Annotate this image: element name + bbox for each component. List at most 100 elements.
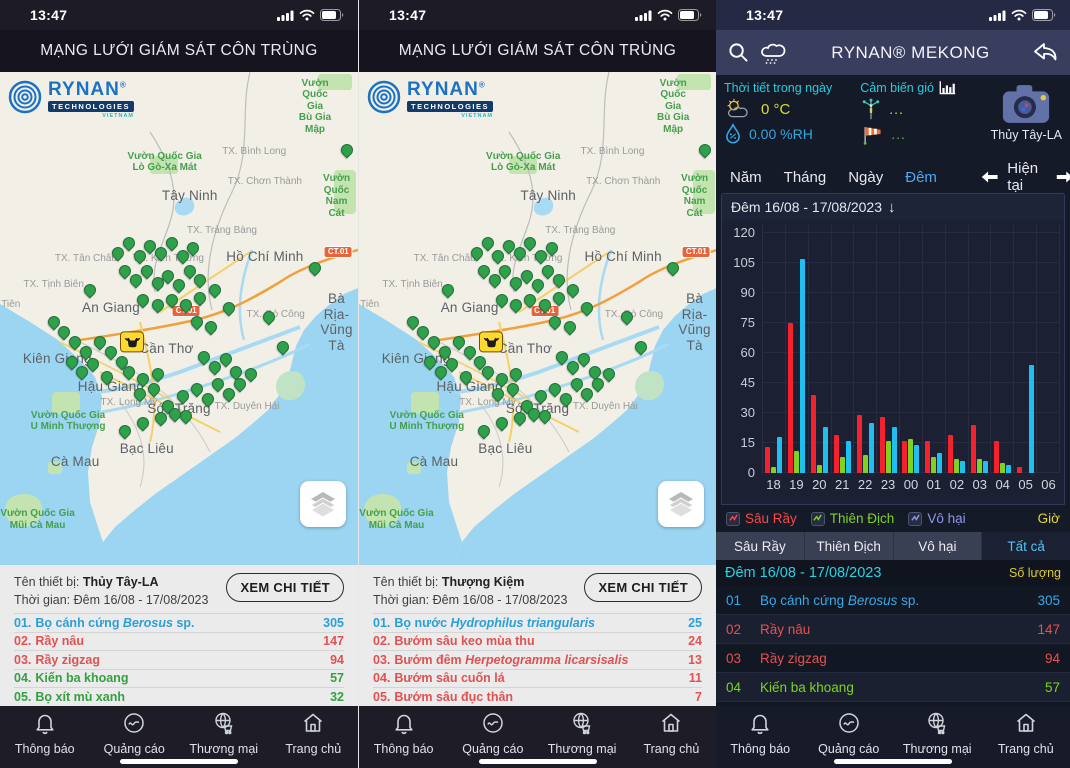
chart-bar[interactable] [1005, 465, 1011, 473]
chart-bar[interactable] [800, 259, 806, 473]
legend-checkbox-icon[interactable] [726, 511, 740, 526]
chart-bar[interactable] [983, 461, 989, 473]
nav-item-commerce[interactable]: Thương mại [179, 711, 269, 768]
wifi-icon [657, 9, 673, 21]
nav-item-ads[interactable]: Quảng cáo [805, 711, 894, 768]
next-arrow-icon[interactable] [1056, 169, 1070, 185]
chart-bar[interactable] [885, 441, 891, 473]
chart-bar[interactable] [839, 457, 845, 473]
nav-item-ads[interactable]: Quảng cáo [90, 711, 180, 768]
table-row[interactable]: 02 Rầy nâu 147 [716, 615, 1070, 644]
filter-tab[interactable]: Tất cả [982, 532, 1070, 560]
chart-bar[interactable] [954, 459, 960, 473]
chart-bar[interactable] [845, 441, 851, 473]
legend-item[interactable]: Vô hại [908, 511, 966, 526]
table-row[interactable]: 04 Kiến ba khoang 57 [716, 673, 1070, 702]
insect-map[interactable]: RYNAN® TECHNOLOGIES VIETNAM Vườn Quốc Gi… [359, 72, 716, 565]
legend-checkbox-icon[interactable] [810, 511, 825, 526]
table-row[interactable]: 05. Bọ xít mù xanh 32 [14, 687, 344, 706]
period-tab-năm[interactable]: Năm [730, 168, 762, 186]
weather-cloud-icon[interactable] [759, 41, 789, 65]
chart-bar[interactable] [856, 415, 862, 473]
filter-tab[interactable]: Vô hại [894, 532, 983, 560]
search-icon[interactable] [728, 42, 749, 63]
table-row[interactable]: 03. Bướm đêm Herpetogramma licarsisalis 13 [373, 650, 702, 669]
chart-bar[interactable] [993, 441, 999, 473]
period-tab-tháng[interactable]: Tháng [783, 168, 827, 186]
home-indicator[interactable] [478, 759, 597, 764]
nav-item-home[interactable]: Trang chủ [982, 711, 1070, 768]
chart-bar[interactable] [971, 425, 977, 473]
nav-item-ads[interactable]: Quảng cáo [448, 711, 537, 768]
chart-bar[interactable] [914, 445, 920, 473]
legend-item[interactable]: Thiên Địch [810, 511, 894, 526]
legend-checkbox-icon[interactable] [908, 511, 923, 526]
selected-device-marker[interactable] [120, 331, 145, 353]
prev-arrow-icon[interactable] [981, 169, 998, 185]
chart-bar[interactable] [931, 457, 937, 473]
nav-item-bell[interactable]: Thông báo [716, 711, 805, 768]
species-name: Bướm sâu đục thân [394, 689, 514, 704]
nav-item-commerce[interactable]: Thương mại [538, 711, 627, 768]
chart-bars-icon[interactable] [939, 81, 956, 95]
view-detail-button[interactable]: XEM CHI TIẾT [226, 573, 344, 602]
table-row[interactable]: 02. Bướm sâu keo mùa thu 24 [373, 631, 702, 651]
table-row[interactable]: 04. Kiến ba khoang 57 [14, 668, 344, 688]
back-reply-icon[interactable] [1032, 42, 1058, 64]
table-row[interactable]: 03 Rầy zigzag 94 [716, 644, 1070, 673]
view-detail-button[interactable]: XEM CHI TIẾT [584, 573, 702, 602]
map-layers-button[interactable] [658, 481, 704, 527]
filter-tab[interactable]: Sâu Rầy [716, 532, 805, 560]
chart-bar[interactable] [879, 417, 885, 473]
chart-bar[interactable] [788, 323, 794, 473]
chart-date-header[interactable]: Đêm 16/08 - 17/08/2023 ↓ [721, 193, 1065, 220]
insect-map[interactable]: RYNAN® TECHNOLOGIES VIETNAM Vườn Quốc Gi… [0, 72, 358, 565]
chart-bar[interactable] [891, 427, 897, 473]
chart-bar[interactable] [902, 441, 908, 473]
current-label[interactable]: Hiện tại [1007, 160, 1039, 194]
period-tab-đêm[interactable]: Đêm [905, 168, 937, 186]
table-row[interactable]: 04. Bướm sâu cuốn lá 11 [373, 668, 702, 688]
chart-bar[interactable] [937, 453, 943, 473]
chart-bar[interactable] [811, 395, 817, 473]
chart-bar[interactable] [977, 459, 983, 473]
chart-bar[interactable] [908, 439, 914, 473]
chart-bar[interactable] [960, 461, 966, 473]
home-indicator[interactable] [834, 759, 952, 764]
chart-bar[interactable] [765, 447, 771, 473]
chart-bar[interactable] [1016, 467, 1022, 473]
table-row[interactable]: 01 Bọ cánh cứng Berosus sp. 305 [716, 586, 1070, 615]
camera-icon [1003, 85, 1050, 123]
nav-item-bell[interactable]: Thông báo [359, 711, 448, 768]
legend-item[interactable]: Sâu Rầy [726, 511, 797, 526]
period-tab-ngày[interactable]: Ngày [848, 168, 884, 186]
chart-bar[interactable] [1028, 365, 1034, 473]
chart-bar[interactable] [833, 435, 839, 473]
chart-bar[interactable] [948, 435, 954, 473]
chart-bar[interactable] [777, 437, 783, 473]
table-row[interactable]: 05. Bướm sâu đục thân 7 [373, 687, 702, 706]
filter-tab[interactable]: Thiên Địch [805, 532, 894, 560]
table-row[interactable]: 01. Bọ cánh cứng Berosus sp. 305 [14, 613, 344, 632]
table-row[interactable]: 02. Rầy nâu 147 [14, 631, 344, 651]
home-indicator[interactable] [120, 759, 238, 764]
selected-device-marker[interactable] [479, 331, 504, 353]
chart-bar[interactable] [771, 467, 777, 473]
chart-bar[interactable] [862, 455, 868, 473]
chart-bar[interactable] [823, 427, 829, 473]
nav-item-home[interactable]: Trang chủ [627, 711, 716, 768]
nav-item-bell[interactable]: Thông báo [0, 711, 90, 768]
table-row[interactable]: 01. Bọ nước Hydrophilus triangularis 25 [373, 613, 702, 632]
nav-item-home[interactable]: Trang chủ [269, 711, 359, 768]
map-layers-button[interactable] [300, 481, 346, 527]
chart-bar[interactable] [794, 451, 800, 473]
nav-item-commerce[interactable]: Thương mại [893, 711, 982, 768]
device-camera[interactable]: Thủy Tây-LA [991, 83, 1062, 142]
chart-bar[interactable] [868, 423, 874, 473]
chart-bar[interactable] [925, 441, 931, 473]
chart-bar[interactable] [999, 463, 1005, 473]
chart-bar[interactable] [817, 465, 823, 473]
table-row[interactable]: 03. Rầy zigzag 94 [14, 650, 344, 669]
